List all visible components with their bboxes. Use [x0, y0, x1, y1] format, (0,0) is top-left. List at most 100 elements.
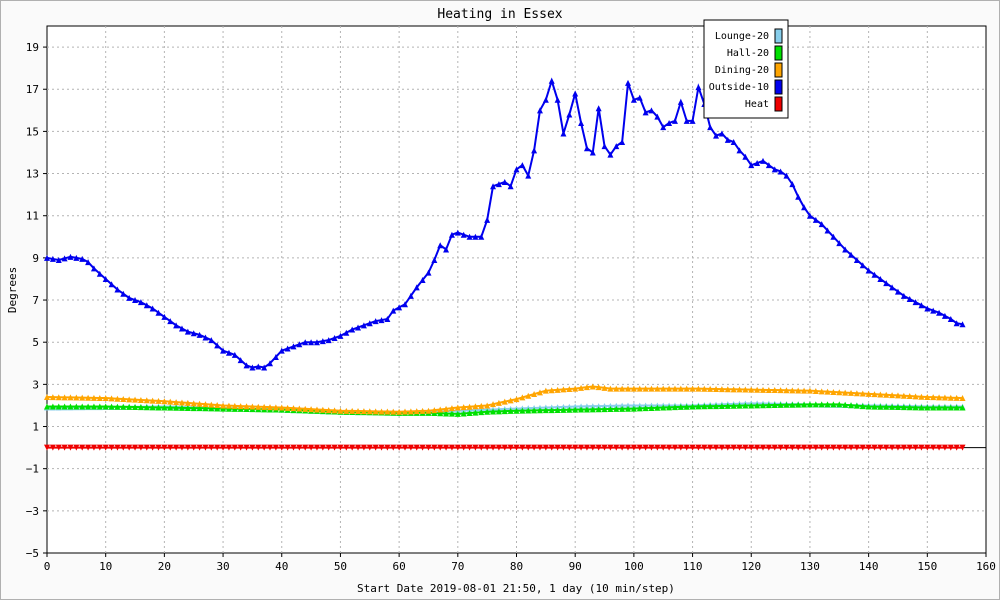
y-tick-label: 13: [26, 168, 39, 181]
data-point: [853, 390, 860, 397]
data-point: [79, 403, 86, 410]
data-point: [278, 444, 285, 451]
data-point: [625, 405, 632, 412]
y-axis-label: Degrees: [6, 267, 19, 313]
data-point: [859, 390, 866, 397]
data-point: [443, 246, 450, 253]
data-point: [67, 444, 74, 451]
data-point: [132, 404, 139, 411]
data-point: [349, 326, 356, 333]
data-point: [202, 401, 209, 408]
data-point: [478, 444, 485, 451]
data-point: [407, 444, 414, 451]
data-point: [765, 162, 772, 169]
data-point: [701, 385, 708, 392]
data-point: [143, 302, 150, 309]
data-point: [495, 399, 502, 406]
data-point: [44, 403, 50, 410]
data-point: [648, 107, 655, 114]
x-tick-label: 80: [510, 560, 523, 573]
data-point: [883, 444, 890, 451]
data-point: [671, 404, 678, 411]
data-point: [448, 410, 455, 417]
data-point: [390, 408, 397, 415]
data-point: [237, 444, 244, 451]
data-point: [625, 402, 632, 409]
data-point: [79, 255, 86, 262]
data-point: [595, 444, 602, 451]
data-point: [443, 405, 450, 412]
data-point: [214, 402, 221, 409]
data-point: [490, 183, 497, 190]
data-point: [460, 404, 467, 411]
data-point: [959, 321, 966, 328]
data-point: [718, 130, 725, 137]
data-point: [343, 444, 350, 451]
data-point: [912, 393, 919, 400]
data-point: [930, 444, 937, 451]
data-point: [724, 136, 731, 143]
y-tick-label: 15: [26, 125, 39, 138]
data-point: [531, 147, 538, 154]
y-tick-label: 1: [32, 421, 39, 434]
data-point: [501, 444, 508, 451]
data-point: [372, 408, 379, 415]
data-point: [401, 444, 408, 451]
data-point: [466, 410, 473, 417]
data-point: [143, 444, 150, 451]
data-point: [806, 401, 813, 408]
data-point: [484, 408, 491, 415]
data-point: [812, 401, 819, 408]
data-point: [865, 403, 872, 410]
data-point: [936, 394, 943, 401]
data-point: [67, 394, 74, 401]
data-point: [431, 407, 438, 414]
data-point: [601, 143, 608, 150]
data-point: [102, 275, 109, 282]
data-point: [842, 246, 849, 253]
data-point: [272, 353, 279, 360]
data-point: [578, 119, 585, 126]
data-point: [413, 284, 420, 291]
data-point: [390, 444, 397, 451]
data-point: [589, 444, 596, 451]
data-point: [255, 403, 262, 410]
data-point: [519, 444, 526, 451]
data-point: [407, 292, 414, 299]
data-point: [583, 444, 590, 451]
data-point: [853, 444, 860, 451]
data-point: [718, 402, 725, 409]
data-point: [830, 388, 837, 395]
data-point: [343, 407, 350, 414]
data-point: [947, 444, 954, 451]
data-point: [225, 444, 232, 451]
series-outside-10: [44, 77, 966, 371]
data-point: [748, 402, 755, 409]
y-tick-label: 3: [32, 378, 39, 391]
data-point: [302, 339, 309, 346]
data-point: [536, 444, 543, 451]
data-point: [460, 444, 467, 451]
data-point: [572, 406, 579, 413]
data-point: [448, 444, 455, 451]
data-point: [554, 406, 561, 413]
x-axis-label: Start Date 2019-08-01 21:50, 1 day (10 m…: [357, 582, 675, 595]
data-point: [155, 397, 162, 404]
data-point: [349, 407, 356, 414]
data-point: [724, 386, 731, 393]
data-point: [730, 444, 737, 451]
data-point: [501, 178, 508, 185]
data-point: [689, 444, 696, 451]
x-tick-label: 160: [976, 560, 996, 573]
data-point: [836, 240, 843, 247]
data-point: [96, 444, 103, 451]
x-tick-label: 150: [917, 560, 937, 573]
legend-swatch: [774, 45, 783, 61]
data-point: [859, 403, 866, 410]
data-point: [79, 394, 86, 401]
data-point: [284, 444, 291, 451]
data-point: [308, 406, 315, 413]
data-point: [877, 275, 884, 282]
data-point: [707, 403, 714, 410]
data-point: [783, 172, 790, 179]
